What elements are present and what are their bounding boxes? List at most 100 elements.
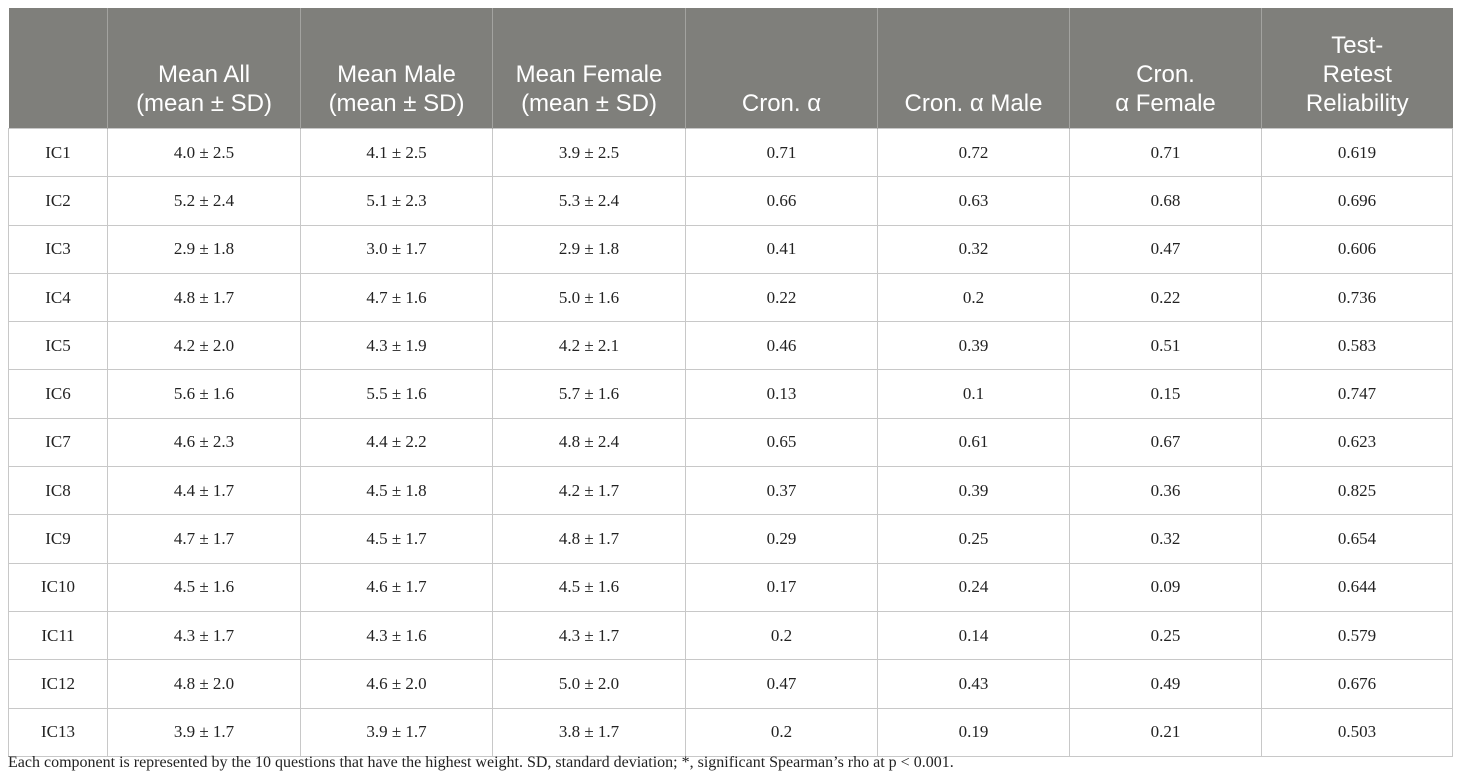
column-header-line: Mean All — [157, 61, 251, 88]
table-body: IC1 4.0 ± 2.5 4.1 ± 2.5 3.9 ± 2.5 0.71 0.72 0.… — [8, 127, 1453, 757]
table-cell: 4.8 ± 1.7 — [492, 514, 686, 564]
table-cell: 0.66 — [685, 176, 878, 226]
column-header: Cron. α Male — [877, 8, 1070, 129]
table-row: IC7 4.6 ± 2.3 4.4 ± 2.2 4.8 ± 2.4 0.65 0.61 0.… — [8, 417, 1453, 467]
table-cell: 4.8 ± 2.4 — [492, 417, 686, 467]
table-cell: 4.5 ± 1.8 — [300, 466, 493, 515]
row-label-cell: IC3 — [8, 224, 108, 274]
table-cell: 0.47 — [685, 659, 878, 709]
table-cell: 0.503 — [1261, 707, 1453, 757]
row-label-cell: IC4 — [8, 272, 108, 322]
table-cell: 0.72 — [877, 127, 1070, 177]
table-cell: 4.4 ± 1.7 — [107, 466, 301, 515]
column-header-line: (mean ± SD) — [521, 90, 657, 117]
table-cell: 0.623 — [1261, 417, 1453, 467]
table-cell: 0.68 — [1069, 176, 1262, 226]
table-row: IC3 2.9 ± 1.8 3.0 ± 1.7 2.9 ± 1.8 0.41 0.32 0.… — [8, 224, 1453, 274]
table-footnote: Each component is represented by the 10 … — [8, 754, 954, 771]
row-label-cell: IC5 — [8, 321, 108, 370]
table-row: IC13 3.9 ± 1.7 3.9 ± 1.7 3.8 ± 1.7 0.2 0.19 0.… — [8, 707, 1453, 757]
table-cell: 0.71 — [685, 127, 878, 177]
table-cell: 0.09 — [1069, 562, 1262, 612]
table-cell: 5.2 ± 2.4 — [107, 176, 301, 226]
table-cell: 0.644 — [1261, 562, 1453, 612]
table-cell: 0.67 — [1069, 417, 1262, 467]
table-row: IC8 4.4 ± 1.7 4.5 ± 1.8 4.2 ± 1.7 0.37 0.39 0.… — [8, 466, 1453, 515]
table-cell: 3.0 ± 1.7 — [300, 224, 493, 274]
table-cell: 0.1 — [877, 369, 1070, 419]
table-cell: 0.32 — [877, 224, 1070, 274]
table-cell: 0.61 — [877, 417, 1070, 467]
table-cell: 5.0 ± 2.0 — [492, 659, 686, 709]
table-cell: 0.49 — [1069, 659, 1262, 709]
column-header-line: Mean Female — [515, 61, 663, 88]
column-header: Mean Male (mean ± SD) — [300, 8, 493, 129]
table-cell: 0.47 — [1069, 224, 1262, 274]
table-cell: 4.7 ± 1.6 — [300, 272, 493, 322]
row-label-cell: IC1 — [8, 127, 108, 177]
table-row: IC9 4.7 ± 1.7 4.5 ± 1.7 4.8 ± 1.7 0.29 0.25 0.… — [8, 514, 1453, 564]
table-cell: 3.9 ± 1.7 — [300, 707, 493, 757]
table-cell: 2.9 ± 1.8 — [492, 224, 686, 274]
table-cell: 5.1 ± 2.3 — [300, 176, 493, 226]
table-cell: 4.7 ± 1.7 — [107, 514, 301, 564]
table-cell: 3.9 ± 2.5 — [492, 127, 686, 177]
row-label-cell: IC10 — [8, 562, 108, 612]
column-header-line: Retest — [1322, 61, 1392, 88]
table-cell: 4.3 ± 1.7 — [492, 610, 686, 660]
table-cell: 0.21 — [1069, 707, 1262, 757]
table-cell: 0.696 — [1261, 176, 1453, 226]
data-table-container: Mean All (mean ± SD) Mean Male (mean ± SD) M… — [8, 8, 1453, 757]
row-label-cell: IC8 — [8, 466, 108, 515]
table-cell: 0.14 — [877, 610, 1070, 660]
table-cell: 0.13 — [685, 369, 878, 419]
table-cell: 0.583 — [1261, 321, 1453, 370]
table-cell: 5.0 ± 1.6 — [492, 272, 686, 322]
table-cell: 0.24 — [877, 562, 1070, 612]
column-header-line: Cron. α — [741, 90, 822, 117]
table-row: IC1 4.0 ± 2.5 4.1 ± 2.5 3.9 ± 2.5 0.71 0.72 0.… — [8, 127, 1453, 177]
table-row: IC10 4.5 ± 1.6 4.6 ± 1.7 4.5 ± 1.6 0.17 0.24 0… — [8, 562, 1453, 612]
table-header: Mean All (mean ± SD) Mean Male (mean ± SD) M… — [8, 8, 1453, 129]
table-cell: 4.3 ± 1.6 — [300, 610, 493, 660]
table-cell: 4.2 ± 2.1 — [492, 321, 686, 370]
reliability-table: Mean All (mean ± SD) Mean Male (mean ± SD) M… — [8, 8, 1453, 757]
table-cell: 0.39 — [877, 466, 1070, 515]
header-row: Mean All (mean ± SD) Mean Male (mean ± SD) M… — [8, 8, 1453, 129]
table-cell: 4.3 ± 1.7 — [107, 610, 301, 660]
column-header-line: Reliability — [1305, 90, 1409, 117]
table-cell: 0.654 — [1261, 514, 1453, 564]
column-header: Cron. α Female — [1069, 8, 1262, 129]
table-cell: 0.15 — [1069, 369, 1262, 419]
table-cell: 0.71 — [1069, 127, 1262, 177]
table-row: IC2 5.2 ± 2.4 5.1 ± 2.3 5.3 ± 2.4 0.66 0.63 0.… — [8, 176, 1453, 226]
table-cell: 0.37 — [685, 466, 878, 515]
column-header-line: (mean ± SD) — [328, 90, 465, 117]
table-cell: 0.17 — [685, 562, 878, 612]
table-cell: 4.3 ± 1.9 — [300, 321, 493, 370]
table-cell: 5.5 ± 1.6 — [300, 369, 493, 419]
table-row: IC5 4.2 ± 2.0 4.3 ± 1.9 4.2 ± 2.1 0.46 0.39 0.… — [8, 321, 1453, 370]
column-header: Cron. α — [685, 8, 878, 129]
table-cell: 0.41 — [685, 224, 878, 274]
table-cell: 0.676 — [1261, 659, 1453, 709]
table-cell: 5.3 ± 2.4 — [492, 176, 686, 226]
table-cell: 0.825 — [1261, 466, 1453, 515]
table-cell: 4.6 ± 2.3 — [107, 417, 301, 467]
column-header: Mean All (mean ± SD) — [107, 8, 301, 129]
table-cell: 0.619 — [1261, 127, 1453, 177]
table-cell: 4.2 ± 1.7 — [492, 466, 686, 515]
table-cell: 4.8 ± 1.7 — [107, 272, 301, 322]
table-row: IC12 4.8 ± 2.0 4.6 ± 2.0 5.0 ± 2.0 0.47 0.43 0… — [8, 659, 1453, 709]
row-label-cell: IC2 — [8, 176, 108, 226]
row-label-cell: IC9 — [8, 514, 108, 564]
table-cell: 0.2 — [685, 707, 878, 757]
table-cell: 4.5 ± 1.6 — [492, 562, 686, 612]
table-cell: 0.32 — [1069, 514, 1262, 564]
column-header-line: Mean Male — [337, 61, 456, 88]
column-header-line: Cron. α Male — [904, 90, 1043, 117]
table-cell: 0.606 — [1261, 224, 1453, 274]
table-cell: 0.2 — [877, 272, 1070, 322]
table-cell: 4.6 ± 2.0 — [300, 659, 493, 709]
table-cell: 0.2 — [685, 610, 878, 660]
